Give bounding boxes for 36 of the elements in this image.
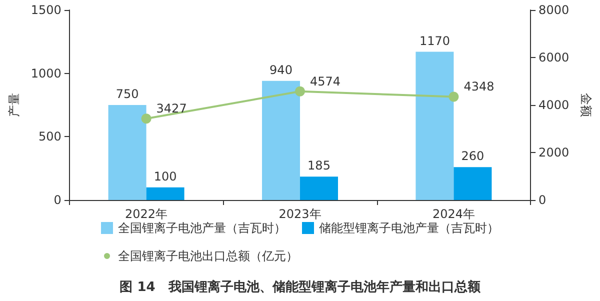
y-axis-title: 产量 [7, 93, 21, 117]
point [295, 86, 305, 96]
bar [108, 105, 146, 200]
y2-tick-label: 8000 [538, 3, 570, 17]
x-tick-label: 2024年 [432, 207, 475, 221]
y-tick-label: 1500 [30, 3, 62, 17]
x-tick-label: 2023年 [278, 207, 322, 221]
y-tick-label: 500 [38, 130, 62, 144]
legend-label: 全国锂离子电池出口总额（亿元） [118, 249, 298, 263]
point [448, 92, 459, 102]
data-label: 4574 [310, 74, 341, 88]
data-label: 750 [116, 87, 139, 101]
y2-tick-label: 4000 [538, 98, 570, 112]
y-tick-label: 0 [54, 193, 62, 207]
y-tick-label: 1000 [30, 66, 62, 80]
y2-tick-label: 2000 [538, 146, 570, 160]
bar [416, 52, 454, 200]
data-label: 4348 [464, 80, 494, 94]
point [141, 114, 152, 124]
y2-tick-label: 0 [538, 193, 546, 207]
text: 图 14 我国锂离子电池、储能型锂离子电池年产量和出口总额 [120, 279, 482, 295]
bar [146, 187, 184, 200]
data-label: 940 [270, 62, 292, 77]
y2-tick-label: 6000 [538, 50, 570, 64]
y2-axis-title: 金额 [579, 93, 593, 117]
bar [454, 167, 492, 200]
data-label: 1170 [419, 34, 450, 48]
data-label: 100 [154, 169, 177, 184]
legend-label: 全国锂离子电池产量（吉瓦时） [118, 221, 286, 235]
bar [262, 80, 300, 200]
data-label: 3427 [156, 102, 187, 116]
data-label: 260 [461, 149, 484, 164]
x-tick-label: 2022年 [125, 207, 168, 221]
bar [300, 176, 338, 200]
legend-label: 储能型锂离子电池产量（吉瓦时） [319, 221, 499, 235]
data-label: 185 [308, 158, 330, 173]
